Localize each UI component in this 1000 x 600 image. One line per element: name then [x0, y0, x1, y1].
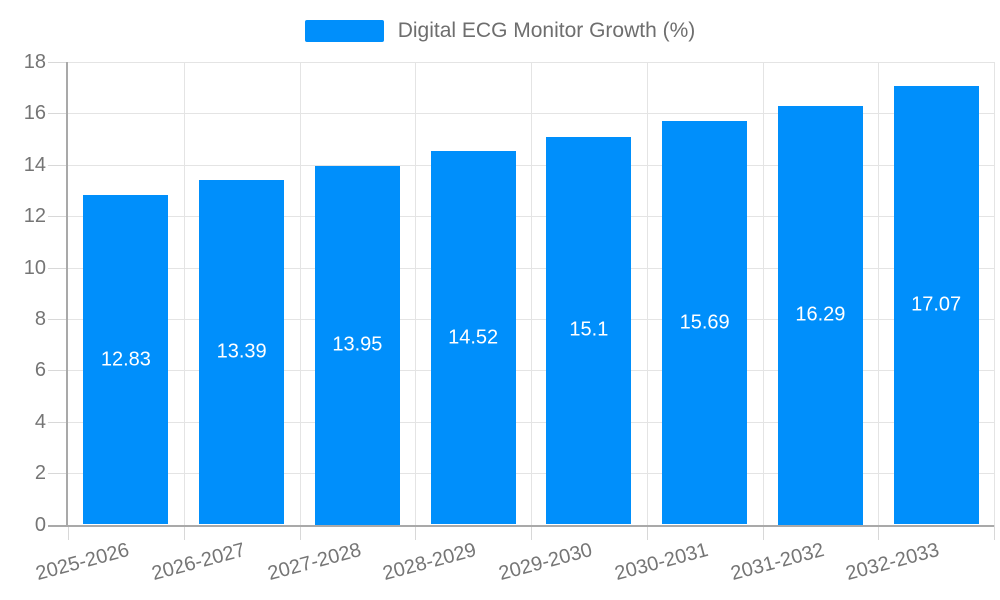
y-axis-tick	[48, 473, 68, 475]
bar[interactable]: 13.39	[199, 180, 285, 525]
bar-value-label: 15.1	[569, 318, 609, 341]
y-axis-tick-label: 14	[23, 153, 46, 176]
legend-label: Digital ECG Monitor Growth (%)	[397, 19, 696, 42]
bar[interactable]: 17.07	[893, 85, 979, 525]
gridline-vertical	[415, 62, 417, 525]
y-axis-tick-label: 8	[34, 307, 46, 330]
legend-swatch	[304, 20, 384, 42]
y-axis-tick	[48, 164, 68, 166]
x-axis-tick	[183, 524, 185, 540]
bar-value-label: 15.69	[679, 311, 730, 334]
gridline-vertical	[299, 62, 301, 525]
bar[interactable]: 15.69	[662, 121, 748, 525]
y-axis-tick	[48, 62, 68, 63]
bar-value-label: 14.52	[448, 326, 499, 349]
y-axis-tick-label: 12	[23, 205, 46, 228]
bar[interactable]: 13.95	[314, 166, 400, 525]
x-axis-tick-label: 2030-2031	[612, 538, 711, 585]
gridline-vertical	[878, 62, 880, 525]
x-axis-tick-label: 2032-2033	[843, 538, 943, 585]
x-axis-tick-label: 2025-2026	[33, 538, 132, 585]
bar-value-label: 13.39	[216, 340, 267, 363]
gridline-vertical	[994, 62, 995, 525]
x-axis-tick	[762, 524, 764, 540]
y-axis-tick	[48, 370, 68, 372]
x-axis-tick	[878, 524, 880, 540]
y-axis-tick	[48, 318, 68, 320]
x-axis-tick	[68, 524, 69, 540]
y-axis-tick	[48, 421, 68, 423]
legend-item[interactable]: Digital ECG Monitor Growth (%)	[0, 17, 1000, 45]
bar[interactable]: 15.1	[546, 136, 632, 525]
bar-value-label: 17.07	[911, 293, 962, 316]
bar-value-label: 12.83	[100, 348, 151, 371]
x-axis-tick	[415, 524, 417, 540]
x-axis-tick-label: 2027-2028	[265, 538, 364, 585]
gridline-vertical	[183, 62, 185, 525]
x-axis-tick-label: 2031-2032	[728, 538, 827, 585]
gridline-vertical	[646, 62, 648, 525]
y-axis-tick-label: 16	[23, 102, 46, 125]
plot-area: 0 2 4 6 8 10 12 14 16 18 12.83 2025-2026 13.39 2026-2…	[24, 51, 995, 584]
x-axis-line	[48, 524, 994, 527]
gridline-vertical	[762, 62, 764, 525]
y-axis-tick-label: 6	[34, 359, 46, 382]
x-axis-tick	[994, 524, 995, 540]
y-axis-tick-label: 18	[23, 51, 46, 73]
y-axis-line	[66, 62, 68, 527]
x-axis-tick-label: 2028-2029	[380, 538, 480, 585]
x-axis-tick-label: 2029-2030	[496, 538, 595, 585]
bar-value-label: 16.29	[795, 303, 846, 326]
x-axis-tick-label: 2026-2027	[149, 538, 248, 585]
y-axis-tick-label: 0	[34, 513, 46, 536]
bar-value-label: 13.95	[332, 333, 383, 356]
y-axis-tick	[48, 113, 68, 115]
y-axis-tick-label: 4	[34, 410, 46, 433]
x-axis-tick	[531, 524, 532, 540]
gridline-vertical	[531, 62, 532, 525]
y-axis-tick-label: 10	[23, 256, 46, 279]
x-axis-tick	[646, 524, 648, 540]
y-axis-tick-label: 2	[34, 462, 46, 485]
x-axis-tick	[299, 524, 301, 540]
bar[interactable]: 14.52	[430, 151, 516, 525]
y-axis-tick	[48, 267, 68, 269]
bar[interactable]: 12.83	[83, 194, 169, 525]
y-axis-tick	[48, 216, 68, 218]
bar[interactable]: 16.29	[777, 105, 863, 525]
